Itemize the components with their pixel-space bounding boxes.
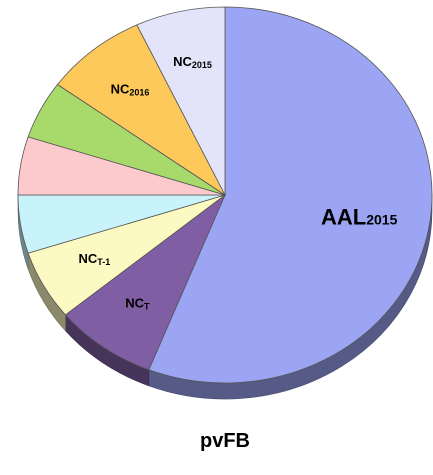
slice-label-name: NC	[173, 54, 192, 69]
slice-label-subscript: 2016	[129, 88, 149, 98]
slice-label-subscript: T	[144, 302, 150, 312]
slice-label: AAL2015	[321, 204, 398, 229]
slice-label: NCT	[125, 296, 150, 312]
slice-label-name: NC	[125, 296, 144, 311]
slice-label-name: AAL	[321, 204, 366, 229]
slice-label-subscript: 2015	[192, 60, 212, 70]
slice	[136, 6, 226, 196]
slice-label-subscript: T-1	[97, 258, 110, 268]
chart-title: pvFB	[200, 430, 250, 452]
slice-label-name: NC	[78, 252, 97, 267]
slice-label-subscript: 2015	[366, 211, 397, 227]
slice-label: NCT-1	[78, 252, 110, 268]
slice-label: NC2016	[111, 82, 150, 98]
slice	[56, 24, 227, 197]
slice-label: NC2015	[173, 54, 212, 70]
pie-tops	[17, 6, 433, 384]
slice	[64, 193, 226, 371]
slice	[148, 6, 433, 384]
slice-label-name: NC	[111, 82, 130, 97]
